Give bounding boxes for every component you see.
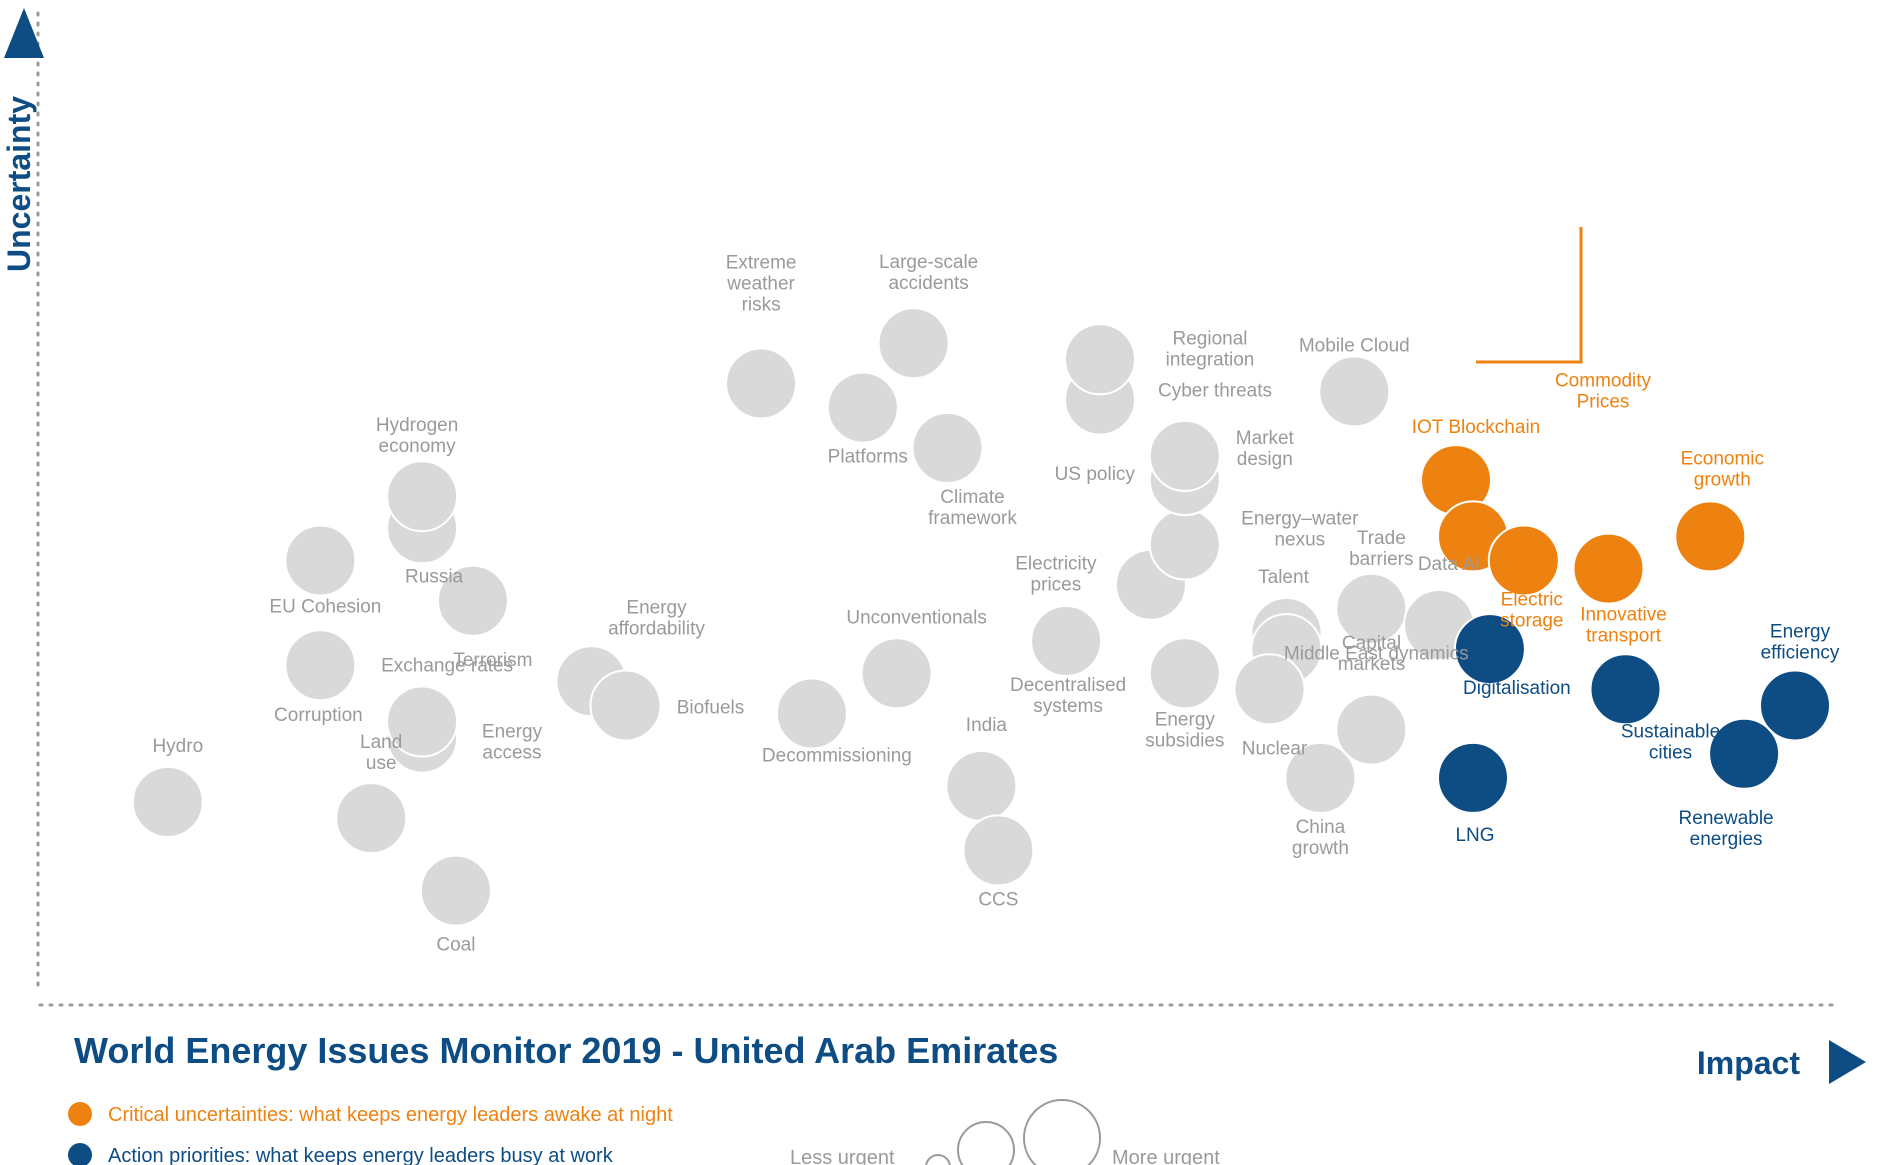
label-hydro: Hydro bbox=[152, 736, 203, 757]
label-corruption: Corruption bbox=[274, 705, 363, 726]
point-large-scale-accidents bbox=[877, 307, 950, 380]
label-exchange-rates: Exchange rates bbox=[381, 656, 513, 677]
label-us-policy: US policy bbox=[1055, 464, 1136, 485]
point-climate-framework bbox=[911, 411, 984, 484]
point-unconventionals bbox=[860, 637, 933, 710]
points-layer bbox=[131, 307, 1831, 927]
label-cyber-threats: Cyber threats bbox=[1158, 381, 1272, 402]
label-large-scale-accidents: Large-scale accidents bbox=[879, 252, 978, 294]
point-eu-cohesion bbox=[284, 524, 357, 597]
point-trade-barriers bbox=[1335, 572, 1408, 645]
point-lng bbox=[1437, 741, 1509, 814]
point-india bbox=[945, 750, 1018, 822]
label-russia: Russia bbox=[405, 566, 464, 587]
point-terrorism bbox=[436, 564, 509, 637]
label-capital-markets: Capital markets bbox=[1338, 633, 1406, 675]
label-data-ai: Data AI bbox=[1418, 554, 1480, 575]
point-economic-growth bbox=[1674, 500, 1747, 573]
x-axis-title: Impact bbox=[1697, 1045, 1800, 1081]
label-unconventionals: Unconventionals bbox=[846, 607, 986, 628]
label-india: India bbox=[966, 715, 1008, 736]
legend-orange-swatch bbox=[68, 1102, 92, 1126]
point-market-design bbox=[1148, 419, 1221, 492]
label-renewable-energies: Renewable energies bbox=[1679, 808, 1774, 850]
label-energy-subsidies: Energy subsidies bbox=[1145, 709, 1224, 751]
point-extreme-weather-risks bbox=[725, 347, 798, 420]
point-land-use bbox=[335, 782, 408, 855]
label-decommissioning: Decommissioning bbox=[762, 746, 912, 767]
point-ccs bbox=[962, 814, 1035, 887]
point-energy-water-nexus bbox=[1148, 508, 1221, 581]
label-china-growth: China growth bbox=[1292, 817, 1349, 859]
legend-critical-text: Critical uncertainties: what keeps energ… bbox=[108, 1104, 673, 1126]
chart-title: World Energy Issues Monitor 2019 - Unite… bbox=[74, 1030, 1058, 1071]
label-iot-blockchain: IOT Blockchain bbox=[1412, 417, 1540, 438]
legend-action-text: Action priorities: what keeps energy lea… bbox=[108, 1145, 614, 1165]
point-coal bbox=[419, 854, 492, 927]
label-eu-cohesion: EU Cohesion bbox=[269, 597, 381, 618]
labels-layer: Hydro Coal Land use Energy access Exchange rat… bbox=[152, 252, 1839, 955]
point-energy-efficiency bbox=[1759, 669, 1831, 742]
size-legend-large-icon bbox=[1023, 1099, 1101, 1165]
label-middle-east-dynamics: Middle East dynamics bbox=[1284, 644, 1469, 665]
label-nuclear: Nuclear bbox=[1242, 738, 1308, 759]
label-commodity-prices: Commodity Prices bbox=[1555, 370, 1652, 412]
point-decentralised-systems bbox=[1030, 605, 1103, 677]
commodity-prices-connector bbox=[1476, 227, 1583, 364]
legend-more-urgent: More urgent bbox=[1112, 1147, 1220, 1165]
label-ccs: CCS bbox=[978, 889, 1018, 910]
label-coal: Coal bbox=[436, 935, 475, 956]
point-electric-storage bbox=[1487, 524, 1560, 597]
label-digitalisation: Digitalisation bbox=[1463, 678, 1571, 699]
point-hydrogen-economy bbox=[386, 460, 459, 533]
label-energy-efficiency: Energy efficiency bbox=[1761, 622, 1840, 664]
point-regional-integration bbox=[1064, 323, 1136, 396]
point-energy-subsidies bbox=[1148, 637, 1221, 710]
point-china-growth bbox=[1284, 741, 1357, 814]
point-biofuels bbox=[589, 669, 662, 742]
label-innovative-transport: Innovative transport bbox=[1580, 605, 1667, 647]
y-axis-arrow-icon bbox=[4, 8, 44, 58]
label-electric-storage: Electric storage bbox=[1500, 590, 1563, 632]
label-extreme-weather-risks: Extreme weather risks bbox=[726, 253, 797, 316]
point-sustainable-cities bbox=[1589, 653, 1662, 726]
label-energy-water-nexus: Energy–water nexus bbox=[1241, 509, 1359, 551]
label-energy-affordability: Energy affordability bbox=[608, 597, 705, 639]
label-sustainable-cities: Sustainable cities bbox=[1621, 721, 1720, 763]
label-mobile-cloud: Mobile Cloud bbox=[1299, 336, 1410, 357]
point-mobile-cloud bbox=[1318, 355, 1391, 428]
label-regional-integration: Regional integration bbox=[1166, 328, 1255, 370]
point-innovative-transport bbox=[1572, 532, 1645, 605]
label-talent: Talent bbox=[1258, 567, 1309, 588]
label-land-use: Land use bbox=[360, 732, 402, 774]
label-trade-barriers: Trade barriers bbox=[1349, 528, 1413, 570]
point-digitalisation bbox=[1453, 613, 1526, 686]
label-climate-framework: Climate framework bbox=[928, 487, 1017, 529]
label-platforms: Platforms bbox=[828, 447, 908, 468]
label-decentralised-systems: Decentralised systems bbox=[1010, 675, 1126, 717]
label-economic-growth: Economic growth bbox=[1681, 448, 1764, 490]
point-exchange-rates bbox=[386, 685, 459, 758]
legend-less-urgent: Less urgent bbox=[790, 1147, 895, 1165]
label-lng: LNG bbox=[1455, 825, 1494, 846]
label-electricity-prices: Electricity prices bbox=[1015, 554, 1097, 596]
legend-blue-swatch bbox=[68, 1143, 92, 1165]
y-axis-title: Uncertainty bbox=[1, 96, 37, 272]
point-nuclear bbox=[1233, 653, 1306, 726]
point-hydro bbox=[131, 766, 204, 838]
point-middle-east-dynamics bbox=[1335, 693, 1408, 766]
point-renewable-energies bbox=[1708, 717, 1781, 790]
label-market-design: Market design bbox=[1236, 428, 1295, 470]
label-terrorism: Terrorism bbox=[453, 650, 532, 671]
label-energy-access: Energy access bbox=[482, 722, 543, 764]
point-decommissioning bbox=[775, 677, 848, 750]
point-platforms bbox=[826, 371, 899, 444]
x-axis-arrow-icon bbox=[1829, 1040, 1866, 1084]
label-biofuels: Biofuels bbox=[677, 698, 745, 719]
size-legend-medium-icon bbox=[957, 1121, 1015, 1165]
label-hydrogen-economy: Hydrogen economy bbox=[376, 415, 458, 457]
size-legend-small-icon bbox=[925, 1154, 951, 1165]
point-corruption bbox=[284, 629, 357, 702]
